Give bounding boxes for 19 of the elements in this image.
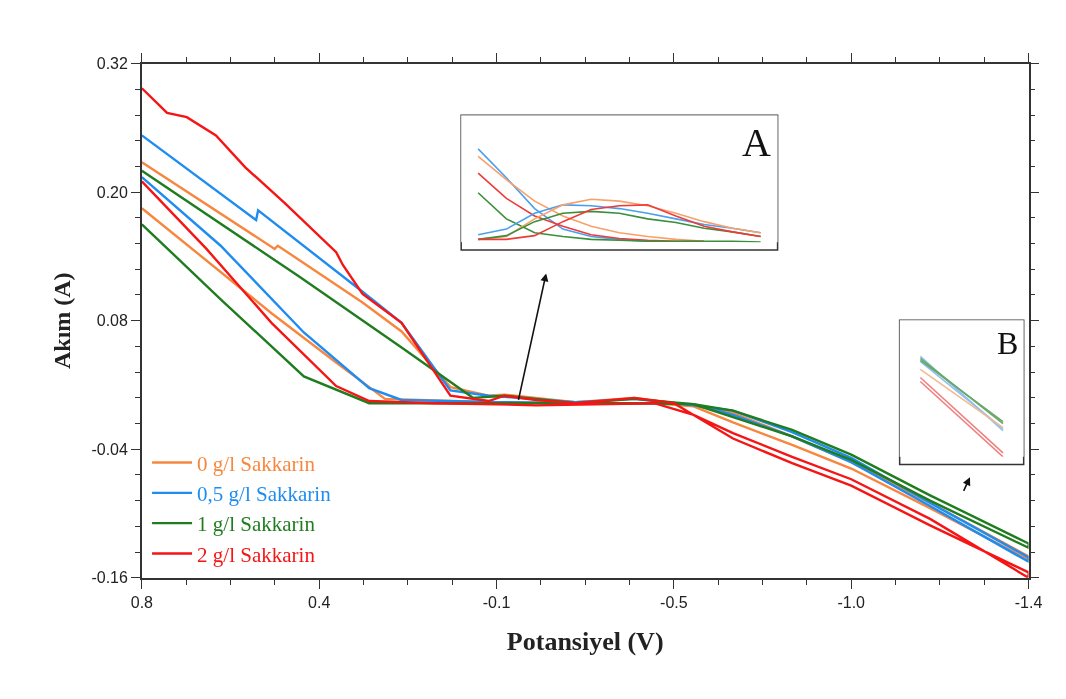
y-tick-label: -0.16 (91, 569, 129, 587)
y-axis-title: Akım (A) (49, 272, 76, 370)
legend-label: 0 g/l Sakkarin (197, 451, 316, 476)
x-tick-label: -1.4 (1014, 593, 1043, 611)
x-tick-label: -0.5 (660, 593, 688, 611)
y-tick-label: 0.20 (96, 183, 129, 201)
annotation: A (742, 120, 771, 165)
annotation: B (997, 325, 1019, 361)
y-tick-label: 0.32 (96, 55, 129, 73)
legend-label: 1 g/l Sakkarin (197, 512, 316, 537)
x-tick-label: -1.0 (837, 593, 866, 611)
x-tick-label: -0.1 (482, 593, 511, 611)
legend-label: 2 g/l Sakkarin (197, 542, 316, 567)
x-tick-label: 0.4 (308, 593, 331, 611)
y-tick-label: 0.08 (96, 312, 129, 330)
legend-label: 0,5 g/l Sakkarin (197, 482, 332, 507)
x-axis-title: Potansiyel (V) (506, 626, 664, 656)
x-tick-label: 0.8 (130, 593, 154, 611)
y-tick-label: -0.04 (91, 440, 129, 458)
